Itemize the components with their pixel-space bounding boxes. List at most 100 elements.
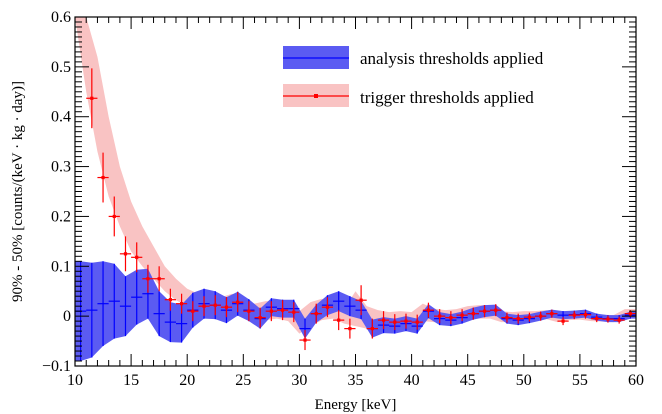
data-point-trigger — [198, 296, 210, 317]
data-point-trigger — [377, 311, 390, 330]
point-marker-trigger — [191, 309, 195, 313]
data-point-trigger — [501, 312, 513, 323]
data-point-trigger — [288, 302, 300, 323]
band-analysis-thresholds — [75, 261, 636, 362]
data-point-trigger — [220, 297, 233, 318]
point-marker-trigger — [460, 313, 464, 317]
data-point-trigger — [512, 313, 524, 324]
point-marker-trigger — [572, 313, 576, 317]
data-point-trigger — [490, 304, 502, 317]
data-point-trigger — [119, 236, 132, 272]
y-tick-label: 0.3 — [51, 159, 71, 176]
point-marker-trigger — [337, 318, 341, 322]
point-marker-trigger — [561, 319, 565, 323]
point-marker-trigger — [370, 327, 374, 331]
data-point-trigger — [546, 309, 558, 318]
data-point-trigger — [97, 152, 109, 203]
data-point-trigger — [175, 293, 188, 314]
point-marker-trigger — [123, 252, 128, 256]
y-tick-label: 0 — [63, 308, 71, 325]
data-point-trigger — [389, 314, 401, 331]
point-marker-trigger — [247, 309, 251, 313]
data-point-trigger — [265, 301, 277, 322]
data-point-trigger — [478, 305, 491, 318]
point-marker-trigger — [157, 277, 161, 281]
data-point-trigger — [434, 309, 446, 324]
point-marker-trigger — [449, 316, 453, 320]
x-tick-label: 40 — [404, 372, 420, 389]
data-point-trigger — [445, 311, 457, 325]
y-axis-label: 90% - 50% [counts/(keV · kg · day)] — [10, 81, 26, 302]
x-tick-label: 35 — [348, 372, 364, 389]
point-marker-trigger — [426, 308, 431, 312]
data-point-trigger — [456, 309, 468, 322]
data-point-trigger — [187, 301, 199, 322]
data-point-trigger — [523, 312, 536, 322]
data-point-analysis — [119, 276, 132, 337]
y-tick-label: 0.6 — [51, 9, 71, 26]
point-marker-trigger — [213, 303, 217, 307]
data-point-trigger — [153, 266, 165, 292]
data-point-trigger — [333, 310, 345, 331]
point-marker-trigger — [617, 318, 621, 322]
data-point-trigger — [613, 316, 625, 324]
data-point-trigger — [602, 315, 614, 323]
data-point-trigger — [591, 315, 603, 323]
point-marker-trigger — [404, 319, 408, 323]
data-point-analysis — [86, 262, 98, 358]
x-tick-label: 10 — [67, 372, 83, 389]
point-marker-trigger — [606, 317, 610, 321]
data-point-analysis — [108, 263, 120, 339]
legend-label-analysis: analysis thresholds applied — [360, 49, 544, 68]
point-marker-trigger — [482, 309, 487, 313]
data-point-trigger — [568, 311, 580, 320]
point-marker-trigger — [236, 300, 240, 304]
y-tick-label: 0.5 — [51, 59, 71, 76]
point-marker-trigger — [359, 298, 363, 302]
point-marker-trigger — [292, 310, 296, 314]
data-point-trigger — [108, 196, 120, 237]
data-point-trigger — [232, 292, 244, 313]
x-tick-label: 15 — [123, 372, 139, 389]
data-point-analysis — [153, 291, 165, 337]
axis-ticks — [74, 16, 637, 367]
point-marker-trigger — [224, 305, 229, 309]
point-marker-trigger — [168, 298, 172, 302]
data-point-trigger — [579, 310, 592, 319]
point-marker-trigger — [112, 214, 116, 219]
data-point-analysis — [131, 269, 143, 325]
data-point-trigger — [254, 307, 266, 328]
point-marker-trigger — [415, 320, 419, 324]
point-marker-trigger — [179, 302, 184, 306]
point-marker-trigger — [505, 316, 509, 320]
point-marker-trigger — [438, 314, 442, 318]
data-point-trigger — [366, 318, 378, 339]
point-marker-trigger — [595, 317, 599, 321]
x-tick-label: 45 — [460, 372, 476, 389]
point-marker-trigger — [135, 255, 139, 259]
legend: analysis thresholds applied trigger thre… — [283, 46, 544, 107]
point-marker-trigger — [471, 312, 475, 316]
data-point-trigger — [209, 295, 221, 316]
point-marker-trigger — [269, 309, 273, 313]
point-marker-trigger — [146, 277, 150, 281]
point-marker-trigger — [628, 312, 632, 316]
x-tick-label: 50 — [516, 372, 532, 389]
data-point-trigger — [557, 317, 569, 326]
data-point-trigger — [142, 264, 154, 293]
uncertainty-bands — [75, 17, 636, 362]
x-tick-label: 30 — [291, 372, 307, 389]
data-point-trigger — [355, 285, 367, 316]
x-tick-label: 20 — [179, 372, 195, 389]
data-point-trigger — [86, 68, 98, 129]
point-marker-trigger — [258, 316, 262, 320]
point-marker-trigger — [539, 314, 543, 318]
point-marker-trigger — [527, 315, 532, 319]
legend-label-trigger: trigger thresholds applied — [360, 88, 534, 107]
point-marker-trigger — [280, 308, 285, 312]
data-point-trigger — [422, 302, 435, 318]
x-tick-label: 60 — [628, 372, 644, 389]
data-point-trigger — [276, 300, 289, 321]
data-point-trigger — [344, 318, 356, 339]
x-axis-label: Energy [keV] — [315, 397, 397, 413]
